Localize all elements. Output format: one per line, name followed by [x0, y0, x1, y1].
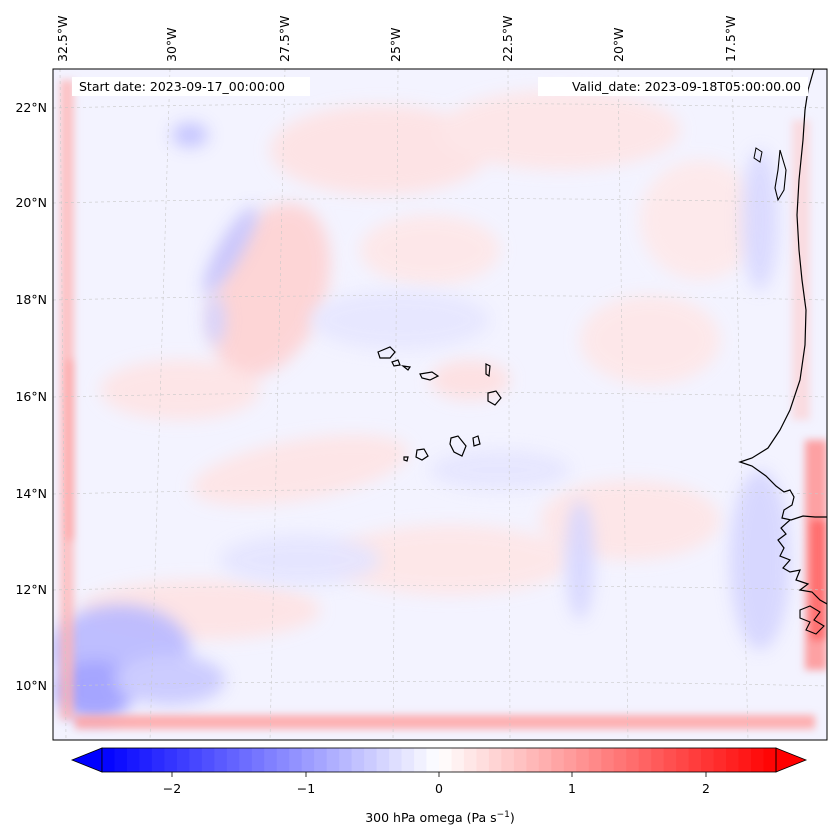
colorbar-band — [151, 748, 165, 772]
colorbar-band — [376, 748, 390, 772]
colorbar-band — [289, 748, 303, 772]
colorbar-tick-label: −2 — [163, 781, 181, 796]
colorbar-tick-label: −1 — [297, 781, 315, 796]
colorbar-band — [663, 748, 677, 772]
lon-label-25w: 25°W — [388, 27, 403, 62]
colorbar-band — [276, 748, 290, 772]
colorbar-band — [364, 748, 377, 772]
colorbar-band — [626, 748, 640, 772]
colorbar-band — [389, 748, 402, 772]
colorbar-band — [513, 748, 527, 772]
colorbar-band — [401, 748, 415, 772]
lat-label-18n: 18°N — [15, 292, 47, 307]
lon-label-30w: 30°W — [164, 27, 179, 62]
colorbar-band — [426, 748, 440, 772]
latitude-labels: 22°N 20°N 18°N 16°N 14°N 12°N 10°N — [15, 100, 47, 693]
colorbar-band — [439, 748, 452, 772]
colorbar-band — [613, 748, 627, 772]
colorbar-band — [189, 748, 203, 772]
colorbar-band — [126, 748, 140, 772]
map-panel: Start date: 2023-09-17_00:00:00 Valid_da… — [52, 68, 828, 741]
valid-date-text: Valid_date: 2023-09-18T05:00:00.00 — [572, 79, 801, 94]
colorbar-band — [164, 748, 178, 772]
lat-label-16n: 16°N — [15, 389, 47, 404]
start-date-text: Start date: 2023-09-17_00:00:00 — [79, 79, 285, 94]
colorbar-tick-label: 1 — [568, 781, 576, 796]
colorbar: −2 −1 0 1 2 300 hPa omega (Pa s−1) — [70, 747, 808, 825]
lon-label-20w: 20°W — [611, 27, 626, 62]
lat-label-10n: 10°N — [15, 678, 47, 693]
coastline-africa — [738, 69, 827, 521]
colorbar-band — [239, 748, 253, 772]
colorbar-min-extend — [70, 747, 103, 773]
lat-label-14n: 14°N — [15, 486, 47, 501]
colorbar-band — [751, 748, 764, 772]
longitude-labels: 32.5°W 30°W 27.5°W 25°W 22.5°W 20°W 17.5… — [55, 16, 738, 62]
colorbar-band — [251, 748, 265, 772]
colorbar-band — [139, 748, 153, 772]
colorbar-band — [726, 748, 739, 772]
colorbar-max-extend — [775, 747, 808, 773]
colorbar-band — [526, 748, 540, 772]
colorbar-bands — [102, 748, 777, 772]
colorbar-band — [351, 748, 365, 772]
colorbar-title: 300 hPa omega (Pa s−1) — [365, 810, 515, 825]
colorbar-band — [588, 748, 602, 772]
colorbar-tick-label: 2 — [702, 781, 710, 796]
colorbar-band — [551, 748, 565, 772]
colorbar-band — [763, 748, 777, 772]
coastline-guinea-bissau — [799, 605, 825, 635]
colorbar-band — [414, 748, 427, 772]
colorbar-band — [451, 748, 465, 772]
colorbar-band — [701, 748, 714, 772]
colorbar-band — [538, 748, 552, 772]
lon-label-27-5w: 27.5°W — [277, 16, 292, 62]
map-frame — [52, 68, 828, 741]
colorbar-band — [738, 748, 752, 772]
colorbar-band — [476, 748, 490, 772]
colorbar-band — [114, 748, 128, 772]
colorbar-band — [563, 748, 577, 772]
colorbar-ticks — [171, 772, 707, 777]
cape-verde-islands — [377, 346, 502, 462]
colorbar-band — [301, 748, 315, 772]
colorbar-band — [676, 748, 690, 772]
colorbar-band — [501, 748, 515, 772]
colorbar-band — [488, 748, 502, 772]
colorbar-band — [688, 748, 702, 772]
colorbar-band — [576, 748, 590, 772]
colorbar-band — [651, 748, 665, 772]
colorbar-band — [601, 748, 615, 772]
colorbar-band — [326, 748, 340, 772]
start-date-box: Start date: 2023-09-17_00:00:00 — [72, 77, 310, 96]
colorbar-band — [201, 748, 215, 772]
omega-field — [53, 69, 827, 740]
valid-date-box: Valid_date: 2023-09-18T05:00:00.00 — [538, 77, 808, 96]
graticule — [53, 69, 827, 740]
colorbar-band — [638, 748, 652, 772]
lat-label-20n: 20°N — [15, 195, 47, 210]
lon-label-17-5w: 17.5°W — [723, 16, 738, 62]
colorbar-band — [463, 748, 477, 772]
lat-label-12n: 12°N — [15, 582, 47, 597]
colorbar-tick-label: 0 — [435, 781, 443, 796]
lat-label-22n: 22°N — [15, 100, 47, 115]
colorbar-band — [264, 748, 278, 772]
lon-label-32-5w: 32.5°W — [55, 16, 70, 62]
lon-label-22-5w: 22.5°W — [500, 16, 515, 62]
colorbar-band — [713, 748, 727, 772]
coastline-senegal-gambia — [777, 519, 827, 605]
colorbar-band — [339, 748, 353, 772]
colorbar-band — [176, 748, 190, 772]
colorbar-band — [314, 748, 328, 772]
colorbar-band — [102, 748, 115, 772]
colorbar-band — [214, 748, 228, 772]
colorbar-band — [226, 748, 240, 772]
